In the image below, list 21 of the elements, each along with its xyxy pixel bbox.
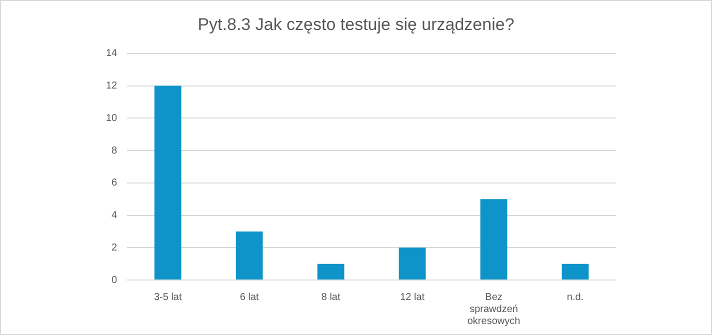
y-tick-label: 4 [112, 210, 118, 222]
y-tick-label: 10 [106, 112, 118, 124]
y-tick-label: 2 [112, 242, 118, 254]
bar [480, 199, 508, 280]
x-tick-label: 6 lat [240, 292, 260, 303]
x-tick-label: 12 lat [400, 292, 425, 303]
bar [236, 231, 263, 280]
bar [398, 248, 426, 280]
bar [154, 86, 182, 280]
y-tick-label: 6 [112, 178, 118, 189]
x-tick-label: Bez sprawdzeń okresowych [467, 292, 520, 327]
chart-title: Pyt.8.3 Jak często testuje się urządzenie? [198, 14, 514, 34]
y-tick-label: 14 [106, 48, 118, 60]
y-tick-label: 12 [106, 80, 118, 92]
bar [317, 264, 344, 280]
x-tick-label: n.d. [566, 292, 584, 303]
x-tick-label: 3-5 lat [154, 292, 182, 303]
bar [562, 264, 589, 280]
y-tick-label: 0 [112, 274, 118, 286]
y-tick-label: 8 [112, 145, 118, 156]
x-tick-label: 8 lat [321, 292, 340, 303]
